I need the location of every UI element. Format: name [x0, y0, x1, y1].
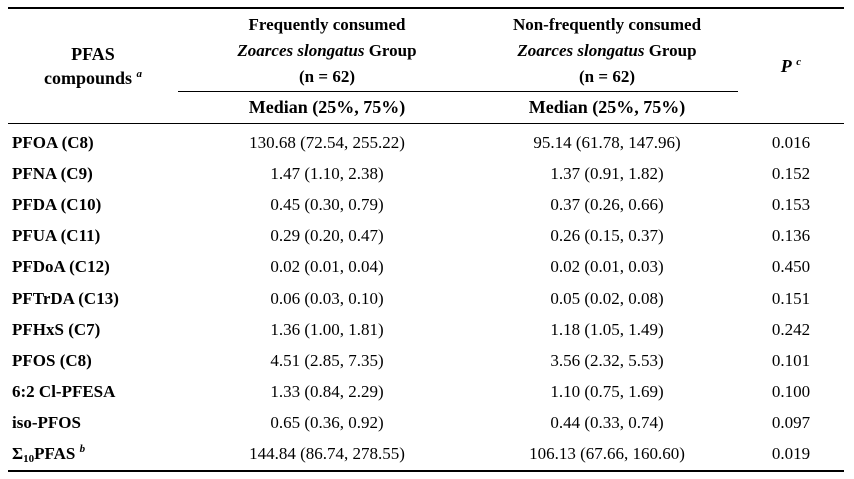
freq-median-cell: 0.65 (0.36, 0.92) [270, 413, 384, 433]
freq-median-cell: 130.68 (72.54, 255.22) [249, 132, 405, 152]
table-row: PFHxS (C7) 1.36 (1.00, 1.81) 1.18 (1.05, 1… [8, 314, 844, 345]
compound-name: PFOS (C8) [12, 350, 92, 370]
nonfreq-median-cell: 0.05 (0.02, 0.08) [550, 288, 664, 308]
nonfreq-median-cell: 95.14 (61.78, 147.96) [533, 132, 681, 152]
group2-title: Non-frequently consumed [512, 15, 702, 34]
group1-group-word: Group [368, 41, 417, 60]
p-value-cell: 0.153 [771, 194, 811, 214]
p-value-cell: 0.019 [738, 438, 844, 473]
table-row: iso-PFOS 0.65 (0.36, 0.92) 0.44 (0.33, 0.7… [8, 408, 844, 439]
freq-median-cell: 0.02 (0.01, 0.04) [270, 257, 384, 277]
group1-species: Zoarces slongatus [237, 41, 365, 60]
nonfreq-median-cell: 0.02 (0.01, 0.03) [550, 257, 664, 277]
group1-title: Frequently consumed [248, 15, 406, 34]
nonfreq-median-cell: 1.18 (1.05, 1.49) [550, 319, 664, 339]
table-row: PFDoA (C12) 0.02 (0.01, 0.04) 0.02 (0.01, … [8, 252, 844, 283]
p-value-label: P [780, 56, 792, 76]
compound-name: PFDA (C10) [12, 194, 102, 214]
table-row: PFOA (C8) 130.68 (72.54, 255.22) 95.14 (61… [8, 124, 844, 159]
group2-group-word: Group [648, 41, 697, 60]
nonfreq-median-cell: 1.10 (0.75, 1.69) [550, 382, 664, 402]
freq-median-cell: 0.06 (0.03, 0.10) [270, 288, 384, 308]
p-value-cell: 0.101 [771, 350, 811, 370]
p-value-cell: 0.136 [771, 226, 811, 246]
p-value-cell: 0.152 [771, 163, 811, 183]
nonfreq-median-cell: 3.56 (2.32, 5.53) [550, 350, 664, 370]
table-row: PFDA (C10) 0.45 (0.30, 0.79) 0.37 (0.26, 0… [8, 189, 844, 220]
freq-median-cell: 1.36 (1.00, 1.81) [270, 319, 384, 339]
group2-median-label: Median (25%, 75%) [476, 91, 738, 124]
table-row: PFOS (C8) 4.51 (2.85, 7.35) 3.56 (2.32, 5.… [8, 345, 844, 376]
freq-median-cell: 1.47 (1.10, 2.38) [270, 163, 384, 183]
total-compound-name: Σ10PFAS b [8, 438, 178, 473]
p-value-cell: 0.151 [771, 288, 811, 308]
group1-sample-size: (n = 62) [299, 67, 355, 86]
compound-name: PFDoA (C12) [12, 257, 110, 277]
compound-name: PFUA (C11) [12, 226, 101, 246]
p-value-cell: 0.097 [771, 413, 811, 433]
total-row: Σ10PFAS b 144.84 (86.74, 278.55) 106.13 (6… [8, 438, 844, 473]
header-row: PFAS compounds a Frequently consumed Zoa… [8, 7, 844, 124]
pfas-comparison-table: PFAS compounds a Frequently consumed Zoa… [8, 7, 844, 473]
freq-median-cell: 4.51 (2.85, 7.35) [270, 350, 384, 370]
p-value-cell: 0.016 [771, 132, 811, 152]
nonfreq-median-cell: 0.26 (0.15, 0.37) [550, 226, 664, 246]
nonfreq-median-cell: 0.37 (0.26, 0.66) [550, 194, 664, 214]
table-row: PFTrDA (C13) 0.06 (0.03, 0.10) 0.05 (0.02,… [8, 283, 844, 314]
compounds-header-line1: PFAS [71, 44, 115, 64]
compounds-footnote-marker: a [136, 68, 143, 80]
compound-name: 6:2 Cl-PFESA [12, 382, 116, 402]
group1-median-label: Median (25%, 75%) [178, 91, 476, 124]
subheader-row: Median (25%, 75%) Median (25%, 75%) [8, 91, 844, 124]
freq-median-cell: 0.29 (0.20, 0.47) [270, 226, 384, 246]
sigma-symbol: Σ [12, 444, 24, 464]
compounds-header-line2: compounds [43, 68, 133, 88]
p-value-cell: 0.450 [771, 257, 811, 277]
group2-header: Non-frequently consumed Zoarces slongatu… [476, 7, 738, 92]
freq-median-cell: 144.84 (86.74, 278.55) [178, 438, 476, 473]
total-name-suffix: PFAS [34, 444, 76, 464]
nonfreq-median-cell: 106.13 (67.66, 160.60) [476, 438, 738, 473]
nonfreq-median-cell: 1.37 (0.91, 1.82) [550, 163, 664, 183]
table-row: PFUA (C11) 0.29 (0.20, 0.47) 0.26 (0.15, 0… [8, 221, 844, 252]
compound-name: PFHxS (C7) [12, 319, 101, 339]
p-value-header: P c [738, 7, 844, 124]
total-footnote-marker: b [79, 443, 86, 456]
compound-name: iso-PFOS [12, 413, 81, 433]
group2-species: Zoarces slongatus [517, 41, 645, 60]
p-footnote-marker: c [796, 56, 802, 68]
compound-name: PFTrDA (C13) [12, 288, 119, 308]
compound-name: PFNA (C9) [12, 163, 93, 183]
group1-header: Frequently consumed Zoarces slongatus Gr… [178, 7, 476, 92]
sigma-subscript: 10 [23, 453, 35, 466]
freq-median-cell: 1.33 (0.84, 2.29) [270, 382, 384, 402]
table-row: PFNA (C9) 1.47 (1.10, 2.38) 1.37 (0.91, 1.… [8, 158, 844, 189]
group2-sample-size: (n = 62) [579, 67, 635, 86]
nonfreq-median-cell: 0.44 (0.33, 0.74) [550, 413, 664, 433]
p-value-cell: 0.242 [771, 319, 811, 339]
freq-median-cell: 0.45 (0.30, 0.79) [270, 194, 384, 214]
p-value-cell: 0.100 [771, 382, 811, 402]
compound-name: PFOA (C8) [12, 132, 94, 152]
compounds-header: PFAS compounds a [8, 7, 178, 124]
table-body: PFOA (C8) 130.68 (72.54, 255.22) 95.14 (61… [8, 124, 844, 473]
table-row: 6:2 Cl-PFESA 1.33 (0.84, 2.29) 1.10 (0.75,… [8, 377, 844, 408]
